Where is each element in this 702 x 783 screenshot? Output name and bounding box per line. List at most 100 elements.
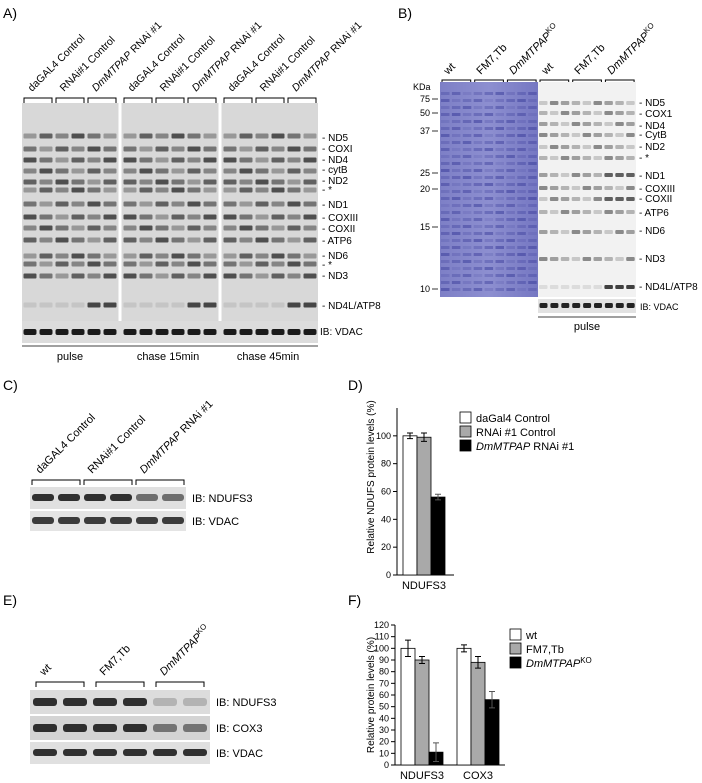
lane-group-bracket — [155, 681, 205, 687]
lane-group-bracket — [223, 97, 253, 103]
gel-band — [87, 253, 101, 259]
gel-band — [103, 302, 117, 308]
coomassie-band — [528, 120, 537, 123]
band-label-nd5: - ND5 — [639, 98, 666, 109]
coomassie-band — [506, 183, 515, 186]
gel-band — [23, 214, 37, 220]
autorad-band — [582, 173, 592, 177]
autorad-band — [593, 186, 602, 190]
gel-band — [155, 133, 169, 139]
autorad-band — [571, 230, 581, 234]
cox3-band — [183, 724, 207, 732]
coomassie-band — [473, 183, 483, 186]
gel-band — [223, 237, 237, 243]
coomassie-band — [462, 162, 472, 165]
autorad-band — [560, 197, 570, 201]
gel-band — [223, 201, 237, 207]
gel-band — [271, 302, 285, 308]
gel-band — [187, 168, 201, 174]
autorad-band — [549, 156, 559, 160]
coomassie-band — [484, 274, 494, 277]
coomassie-band — [517, 197, 526, 200]
legend-label-dmmtpap: DmMTPAPKO — [526, 656, 592, 670]
autorad-band — [593, 133, 602, 137]
error-bar — [461, 644, 467, 653]
coomassie-band — [484, 134, 494, 137]
panel-d-legend: daGal4 Control RNAi #1 Control DmMTPAP RNA… — [459, 411, 574, 453]
gel-band — [287, 157, 301, 163]
autorad-band — [626, 133, 635, 137]
gel-band — [303, 146, 317, 152]
autorad-band — [560, 145, 570, 149]
coomassie-band — [441, 218, 450, 221]
autorad-band — [604, 285, 613, 289]
gel-band — [139, 146, 153, 152]
autorad-band — [549, 210, 559, 214]
coomassie-band — [495, 169, 504, 172]
gel-band — [39, 261, 53, 267]
gel-band — [223, 146, 237, 152]
coomassie-band — [517, 176, 526, 179]
gel-band — [123, 261, 137, 267]
y-tick-label: 40 — [381, 514, 391, 524]
vdac-band — [594, 303, 602, 308]
coomassie-band — [462, 148, 472, 151]
panel-d-label: D) — [348, 377, 363, 393]
y-tick-label: 110 — [375, 632, 389, 642]
vdac-band — [123, 329, 137, 335]
coomassie-band — [473, 197, 483, 200]
legend-label-dmmtpap-rnai-1: DmMTPAP RNAi #1 — [476, 441, 574, 453]
gel-band — [239, 302, 253, 308]
y-tick-label: 20 — [379, 737, 389, 747]
panel-a-gel — [22, 103, 318, 328]
autorad-band — [604, 210, 613, 214]
coomassie-band — [484, 288, 494, 291]
gel-band — [55, 168, 69, 174]
coomassie-band — [441, 127, 450, 130]
gel-band — [103, 179, 117, 185]
coomassie-band — [441, 225, 450, 228]
gel-band — [271, 187, 285, 193]
coomassie-band — [506, 267, 515, 270]
coomassie-band — [506, 204, 515, 207]
gel-band — [187, 261, 201, 267]
band-label-nd3: - ND3 — [322, 271, 349, 282]
coomassie-band — [451, 211, 461, 214]
coomassie-band — [506, 134, 515, 137]
coomassie-band — [451, 225, 461, 228]
kda-label: 10 — [420, 284, 430, 294]
vdac-band — [33, 749, 57, 756]
coomassie-band — [517, 99, 526, 102]
panel-b-label: B) — [398, 5, 412, 21]
band-label-nd1: - ND1 — [639, 171, 666, 182]
panel-f-ylabel: Relative protein levels (%) — [366, 637, 377, 753]
coomassie-band — [441, 246, 450, 249]
coomassie-band — [517, 274, 526, 277]
kda-label: 15 — [420, 222, 430, 232]
panel-b-coomassie-bands — [441, 92, 537, 291]
lane-group-bracket — [135, 479, 185, 485]
error-bar — [419, 656, 425, 664]
gel-band — [71, 201, 85, 207]
autorad-band — [560, 285, 570, 289]
y-tick-label: 30 — [379, 725, 389, 735]
coomassie-band — [517, 113, 526, 116]
autorad-band — [560, 230, 570, 234]
gel-band — [203, 214, 217, 220]
gel-band — [23, 133, 37, 139]
gel-band — [303, 187, 317, 193]
coomassie-band — [462, 127, 472, 130]
coomassie-band — [506, 127, 515, 130]
coomassie-band — [441, 260, 450, 263]
coomassie-band — [528, 267, 537, 270]
panel-e-cox3-blot — [30, 716, 210, 740]
lane-group-label: FM7,Tb — [98, 643, 133, 678]
gel-band — [55, 261, 69, 267]
panel-e-label: E) — [3, 592, 17, 608]
gel-band — [303, 168, 317, 174]
autorad-band — [615, 122, 624, 126]
coomassie-band — [528, 113, 537, 116]
panel-d-chart: 0 20 40 60 80 100 NDUFS3 — [376, 408, 454, 592]
